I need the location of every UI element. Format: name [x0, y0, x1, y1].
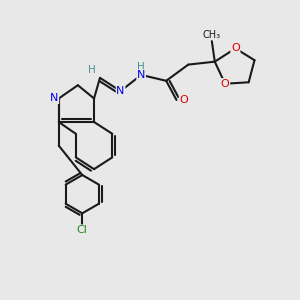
Text: H: H	[137, 62, 145, 72]
Text: H: H	[88, 64, 96, 75]
Text: CH₃: CH₃	[203, 30, 221, 40]
Text: N: N	[137, 70, 146, 80]
Text: O: O	[179, 95, 188, 105]
Text: Cl: Cl	[77, 225, 88, 235]
Text: O: O	[221, 79, 230, 89]
Text: N: N	[116, 86, 125, 96]
Text: O: O	[231, 44, 240, 53]
Text: N: N	[50, 94, 58, 103]
